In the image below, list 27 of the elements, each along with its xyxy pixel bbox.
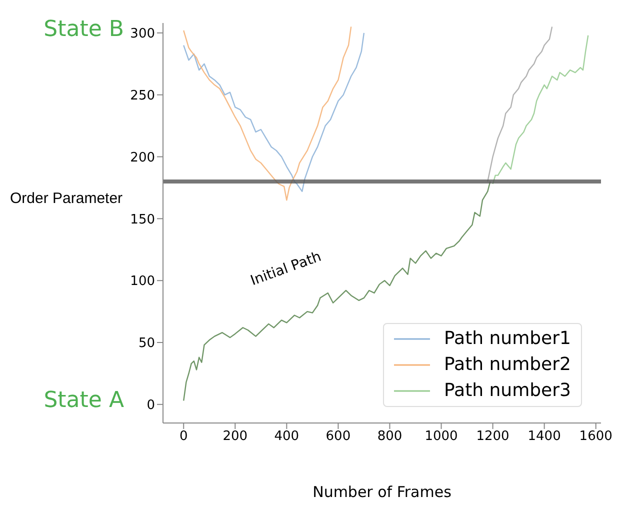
y-tick-label: 150 — [130, 212, 155, 228]
legend-label: Path number1 — [444, 327, 571, 351]
y-tick-label: 100 — [130, 274, 155, 290]
x-tick-label: 1600 — [579, 429, 612, 444]
x-tick-label: 600 — [326, 429, 351, 444]
text: State A — [42, 388, 124, 414]
x-tick-label: 1000 — [424, 429, 458, 444]
y-axis-title: Order Parameter — [10, 190, 123, 208]
y-tick-label: 250 — [130, 88, 155, 104]
legend-label: Path number3 — [444, 379, 571, 403]
x-tick-label: 800 — [377, 429, 402, 444]
x-axis-title: Number of Frames — [312, 483, 452, 501]
annotation: Initial Path — [248, 248, 324, 289]
y-tick-label: 300 — [130, 26, 155, 42]
x-tick-label: 1400 — [528, 429, 561, 444]
x-tick-label: 200 — [222, 429, 248, 444]
y-tick-label: 0 — [146, 398, 155, 414]
text: State B — [42, 16, 124, 42]
line-series — [487, 26, 553, 182]
y-tick-label: 50 — [138, 336, 155, 352]
x-tick-label: 400 — [274, 429, 300, 444]
x-tick-label: 1200 — [476, 429, 510, 444]
y-tick-label: 200 — [130, 150, 155, 166]
line-series — [492, 34, 589, 185]
x-tick-label: 0 — [179, 429, 188, 444]
legend-label: Path number2 — [444, 353, 571, 377]
line-series — [183, 180, 491, 402]
